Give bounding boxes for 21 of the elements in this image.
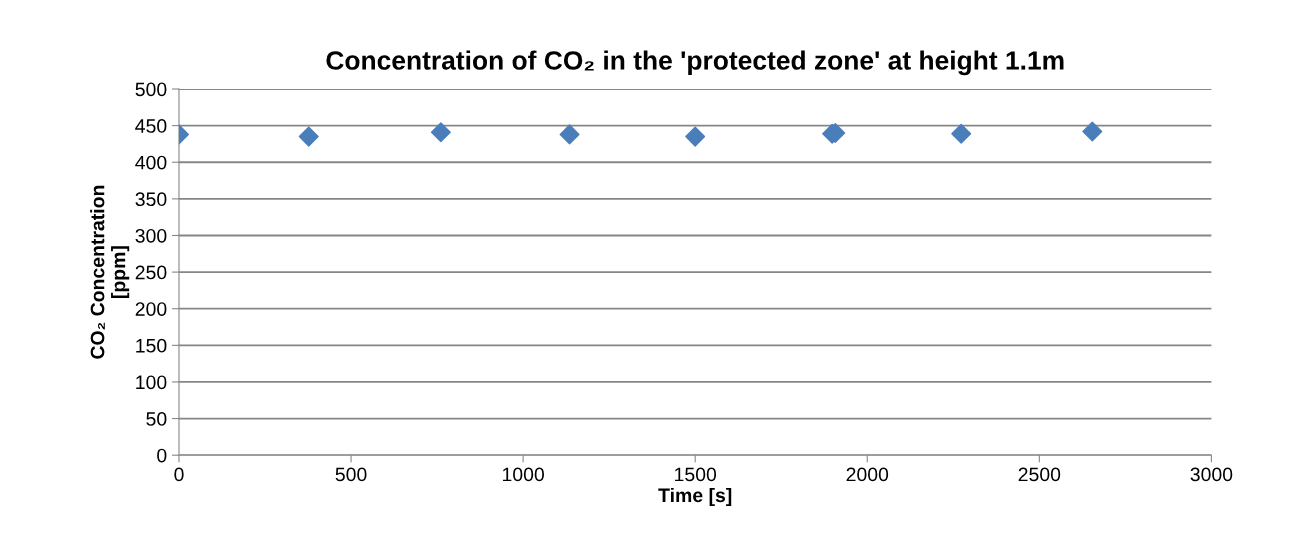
x-tick-label: 1500 <box>675 467 717 482</box>
y-tick-label: 300 <box>135 228 167 243</box>
x-tick-label: 500 <box>335 467 367 482</box>
y-tick-label: 200 <box>135 302 167 316</box>
y-tick-label: 400 <box>135 155 167 170</box>
y-tick-label: 50 <box>146 412 167 426</box>
x-tick-label: 2000 <box>846 467 889 482</box>
y-tick-label: 150 <box>136 338 167 353</box>
chart-title: Concentration of CO₂ in the 'protected zone' at height 1.1m <box>326 50 1064 76</box>
x-axis-title: Time [s] <box>658 487 732 507</box>
x-tick-label: 2500 <box>1018 467 1061 482</box>
y-tick-label: 250 <box>135 265 167 280</box>
y-tick-label: 450 <box>135 119 167 133</box>
x-tick-label: 1000 <box>502 467 544 482</box>
y-tick-label: 350 <box>135 192 167 207</box>
y-tick-label: 500 <box>135 82 167 97</box>
x-tick-label: 3000 <box>1190 467 1233 482</box>
y-tick-label: 100 <box>136 375 167 390</box>
x-tick-label: 0 <box>174 467 184 482</box>
y-axis-title: CO₂ Concentration [ppm] <box>90 185 130 359</box>
y-tick-label: 0 <box>157 448 167 463</box>
